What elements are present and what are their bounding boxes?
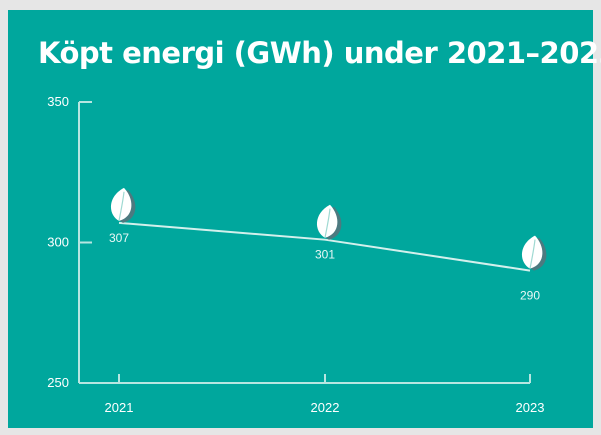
data-label: 307 [109,231,129,245]
data-labels-layer: 307 301 290 [109,231,540,303]
y-tick-label: 300 [47,235,69,250]
markers-layer [110,187,547,271]
x-tick-label: 2023 [516,400,545,415]
y-tick-label: 250 [47,375,69,390]
data-label: 290 [520,289,540,303]
x-tick-label: 2022 [311,400,340,415]
series-layer [118,221,531,272]
axes: 250 300 350 2021 2022 2023 [47,94,544,415]
chart-title: Köpt energi (GWh) under 2021–2023 [38,36,601,70]
leaf-icon [316,204,342,240]
series-line [118,221,531,272]
x-tick-label: 2021 [105,400,134,415]
data-label: 301 [315,248,335,262]
y-tick-label: 350 [47,94,69,109]
leaf-icon [521,235,547,271]
chart-panel [8,10,593,428]
leaf-icon [110,187,136,223]
